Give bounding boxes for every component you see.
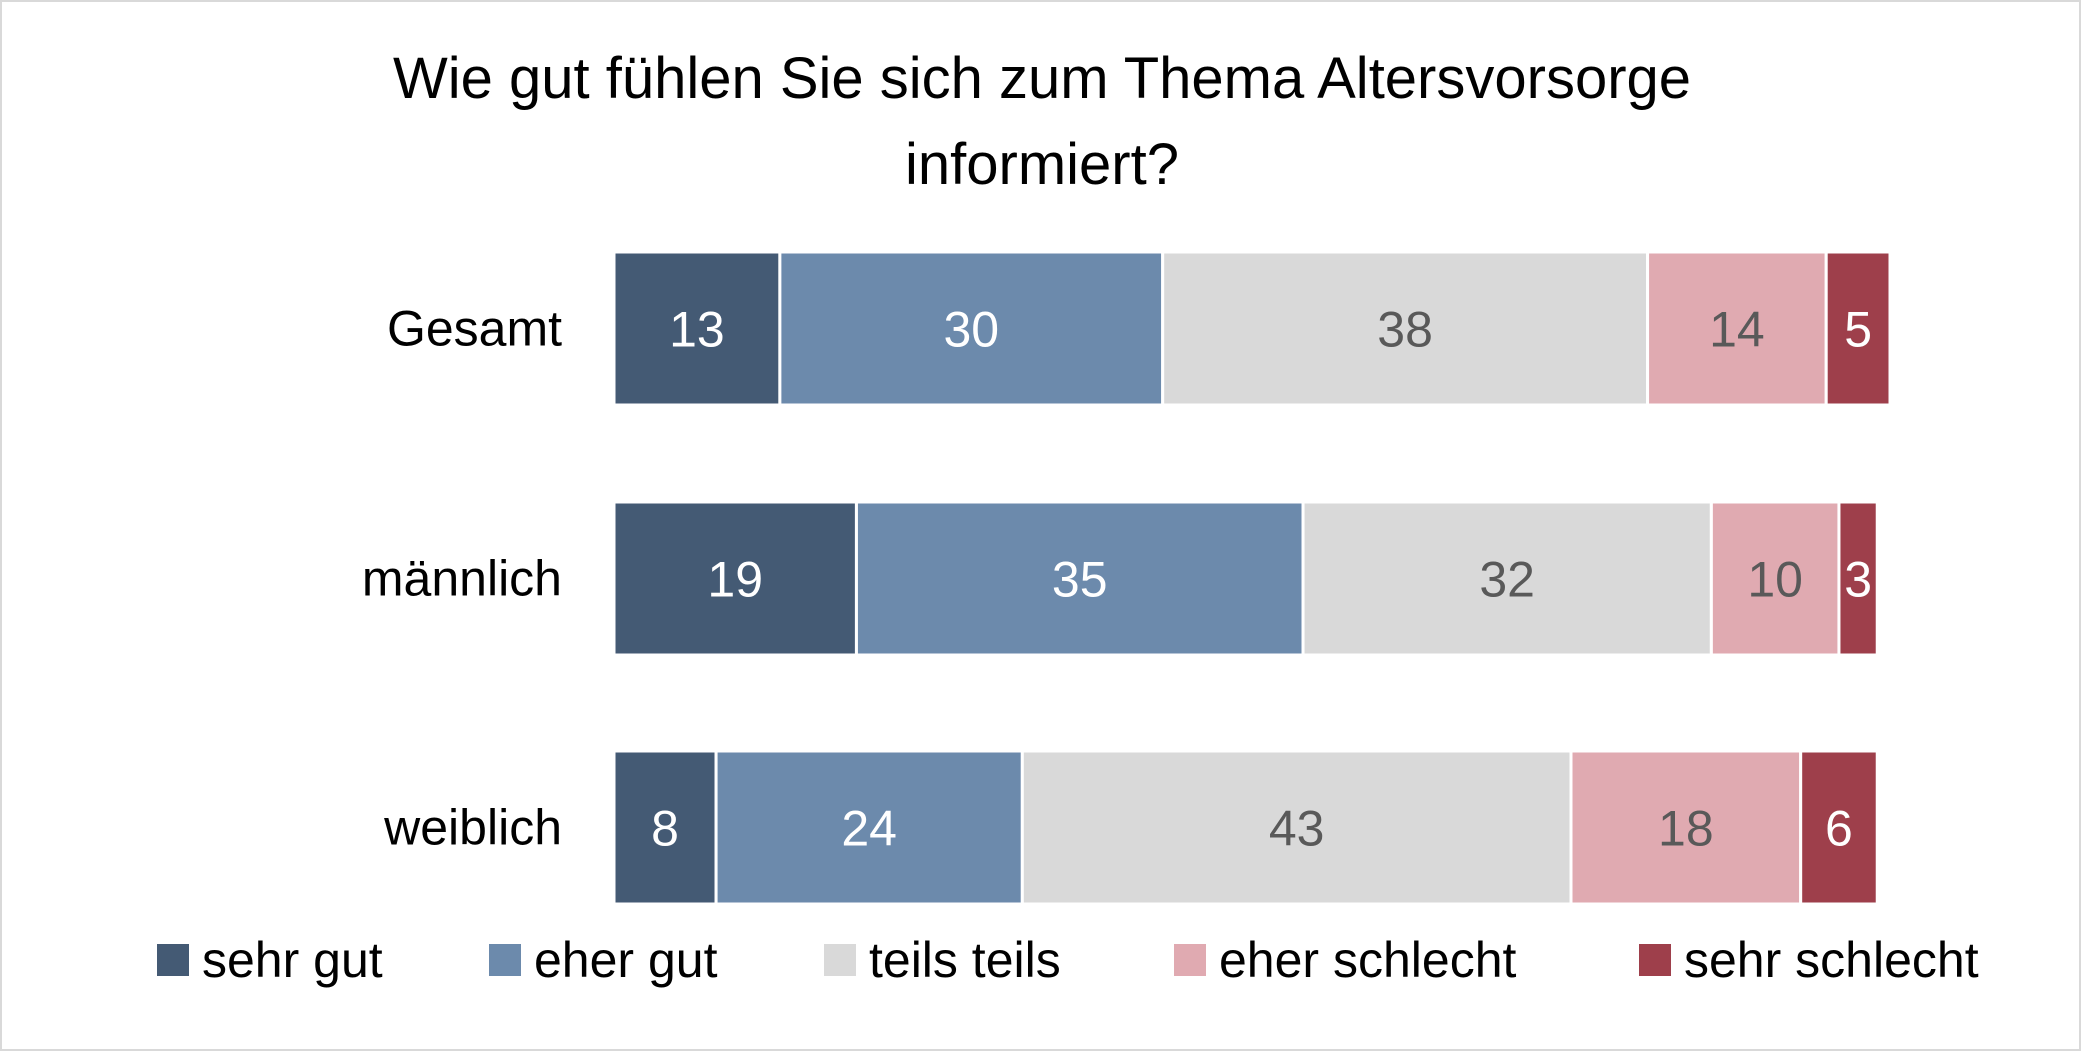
legend-swatch — [1639, 944, 1671, 976]
data-label: 13 — [669, 302, 725, 358]
data-label: 35 — [1052, 552, 1108, 608]
chart-title-line-2: informiert? — [905, 132, 1179, 197]
legend-swatch — [1174, 944, 1206, 976]
legend-label: sehr schlecht — [1684, 932, 1979, 988]
data-label: 18 — [1658, 801, 1714, 857]
chart-title-line-1: Wie gut fühlen Sie sich zum Thema Alters… — [393, 46, 1691, 111]
bar-segment — [1837, 500, 1879, 657]
data-label: 6 — [1825, 801, 1853, 857]
bar-segment — [1799, 749, 1879, 906]
bar-segment — [1569, 749, 1803, 906]
legend-label: eher schlecht — [1219, 932, 1516, 988]
data-label: 14 — [1709, 302, 1765, 358]
legend-label: sehr gut — [202, 932, 383, 988]
bar-segment — [1709, 500, 1841, 657]
bar-segment — [714, 749, 1024, 906]
bar-segment — [1161, 250, 1650, 407]
data-label: 3 — [1844, 552, 1872, 608]
data-label: 24 — [841, 801, 897, 857]
bar-segment — [612, 250, 782, 407]
legend-label: eher gut — [534, 932, 718, 988]
category-label: männlich — [362, 551, 562, 607]
bar-segment — [1020, 749, 1573, 906]
data-label: 10 — [1747, 552, 1803, 608]
category-label: weiblich — [383, 800, 562, 856]
legend-swatch — [489, 944, 521, 976]
category-label: Gesamt — [387, 301, 562, 357]
legend: sehr gut eher gut teils teils eher schlecht… — [157, 932, 1979, 988]
legend-swatch — [157, 944, 189, 976]
bar-segment — [778, 250, 1165, 407]
bar-segment — [1824, 250, 1892, 407]
bar-segment — [1301, 500, 1713, 657]
bar-segment — [854, 500, 1305, 657]
data-label: 19 — [707, 552, 763, 608]
data-label: 32 — [1479, 552, 1535, 608]
data-labels: 13 30 38 14 519 35 32 10 38 24 43 18 6 — [651, 302, 1872, 857]
bar-segments — [612, 250, 1892, 906]
data-label: 30 — [943, 302, 999, 358]
data-label: 8 — [651, 801, 679, 857]
data-label: 38 — [1377, 302, 1433, 358]
data-label: 5 — [1844, 302, 1872, 358]
bar-segment — [612, 500, 858, 657]
legend-label: teils teils — [869, 932, 1061, 988]
category-axis-labels: Gesamt männlich weiblich — [362, 301, 562, 856]
legend-swatch — [824, 944, 856, 976]
data-label: 43 — [1269, 801, 1325, 857]
chart-title: Wie gut fühlen Sie sich zum Thema Alters… — [393, 46, 1691, 197]
